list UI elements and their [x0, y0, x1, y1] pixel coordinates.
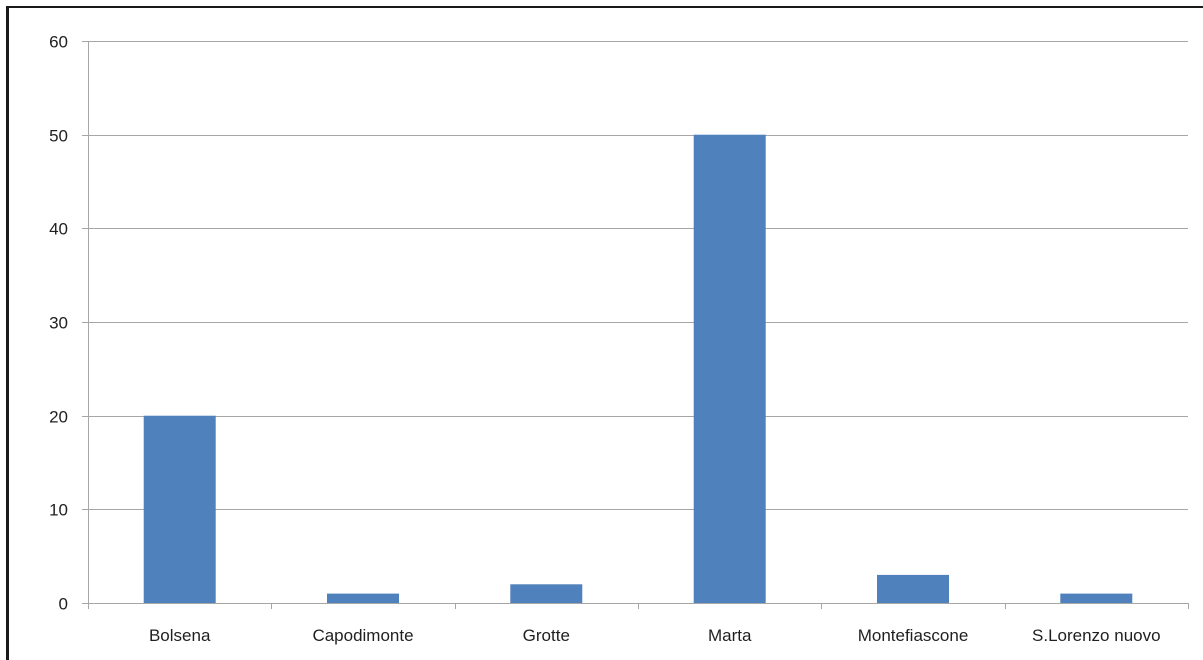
bars	[143, 134, 1133, 603]
y-tick-label: 20	[49, 408, 68, 427]
y-tick-label: 10	[49, 501, 68, 520]
bar-capodimonte	[327, 593, 399, 603]
frame-left-border	[6, 6, 9, 660]
bar-montefiascone	[877, 574, 949, 603]
frame-top-border	[6, 6, 1203, 8]
x-tick-label: Marta	[708, 626, 752, 645]
y-tick-label: 30	[49, 314, 68, 333]
y-tick-label: 60	[49, 33, 68, 52]
bar-bolsena	[143, 415, 216, 603]
gridlines	[82, 41, 1188, 510]
y-tick-label: 50	[49, 127, 68, 146]
y-axis-tick-labels: 0 10 20 30 40 50 60	[49, 33, 68, 614]
axes	[82, 41, 1189, 609]
bar-s-lorenzo-nuovo	[1060, 593, 1133, 603]
y-tick-label: 40	[49, 220, 68, 239]
x-tick-label: Grotte	[523, 626, 570, 645]
x-tick-label: Montefiascone	[858, 626, 969, 645]
x-axis-tick-labels: Bolsena Capodimonte Grotte Marta Montefiasco…	[149, 626, 1161, 645]
x-tick-label: Capodimonte	[312, 626, 413, 645]
bar-grotte	[510, 584, 583, 603]
x-tick-label: S.Lorenzo nuovo	[1032, 626, 1161, 645]
y-tick-label: 0	[59, 595, 68, 614]
bar-marta	[693, 134, 766, 603]
x-tick-label: Bolsena	[149, 626, 211, 645]
